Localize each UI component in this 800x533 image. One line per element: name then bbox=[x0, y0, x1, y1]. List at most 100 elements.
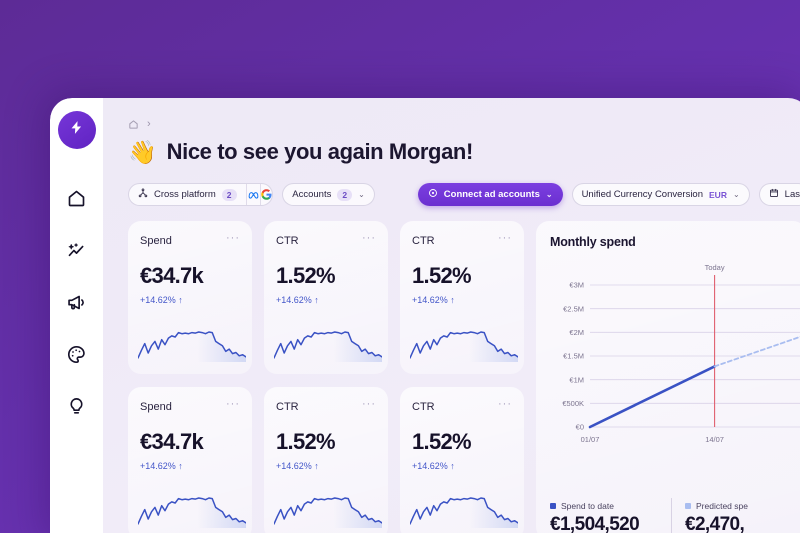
platform-selector: Cross platform 2 bbox=[128, 183, 274, 206]
metric-card[interactable]: Spend ··· €34.7k +14.62% ↑ bbox=[128, 387, 252, 533]
breadcrumb: › bbox=[128, 98, 800, 130]
home-icon bbox=[66, 188, 87, 209]
metric-card[interactable]: CTR ··· 1.52% +14.62% ↑ bbox=[264, 221, 388, 374]
metric-cards: Spend ··· €34.7k +14.62% ↑ CTR ··· 1.52% bbox=[128, 221, 524, 533]
metric-value: 1.52% bbox=[412, 429, 472, 454]
metric-card[interactable]: CTR ··· 1.52% +14.62% ↑ bbox=[264, 387, 388, 533]
svg-text:€500K: €500K bbox=[562, 399, 584, 408]
sidebar-nav bbox=[50, 185, 103, 419]
date-range-label: Las bbox=[784, 189, 800, 200]
accounts-count: 2 bbox=[337, 188, 353, 201]
legend-item-spend-to-date: Spend to date €1,504,520 bbox=[536, 496, 671, 533]
sidebar-item-creative[interactable] bbox=[62, 341, 92, 367]
metric-delta: +14.62% ↑ bbox=[412, 461, 455, 471]
platform-button-meta[interactable] bbox=[245, 184, 260, 205]
legend-label-row: Predicted spe bbox=[685, 501, 800, 511]
sidebar-item-insights[interactable] bbox=[62, 237, 92, 263]
metric-delta: +14.62% ↑ bbox=[276, 295, 319, 305]
metric-delta: +14.62% ↑ bbox=[140, 461, 183, 471]
sidebar-item-campaigns[interactable] bbox=[62, 289, 92, 315]
metric-title: CTR bbox=[412, 401, 435, 413]
metric-value: €34.7k bbox=[140, 263, 204, 288]
metric-value: 1.52% bbox=[276, 263, 336, 288]
chevron-down-icon: ⌄ bbox=[358, 190, 365, 199]
svg-text:€2M: €2M bbox=[569, 328, 584, 337]
lightbulb-icon bbox=[66, 396, 87, 417]
sparkline-chart bbox=[410, 492, 518, 528]
legend-label-row: Spend to date bbox=[550, 501, 671, 511]
lightning-bolt-icon bbox=[68, 119, 85, 141]
accounts-dropdown[interactable]: Accounts 2 ⌄ bbox=[282, 183, 375, 206]
filter-bar: Cross platform 2 bbox=[128, 183, 800, 206]
legend-color-swatch bbox=[550, 503, 556, 509]
sparkline-chart bbox=[138, 492, 246, 528]
metric-header: CTR ··· bbox=[276, 398, 376, 414]
breadcrumb-separator: › bbox=[147, 117, 151, 130]
accounts-label: Accounts bbox=[292, 189, 332, 200]
svg-text:€1M: €1M bbox=[569, 375, 584, 384]
metric-title: Spend bbox=[140, 401, 172, 413]
network-share-icon bbox=[138, 188, 148, 201]
card-menu-button[interactable]: ··· bbox=[226, 232, 240, 244]
wave-emoji: 👋 bbox=[128, 138, 157, 165]
megaphone-icon bbox=[66, 292, 87, 313]
metric-delta: +14.62% ↑ bbox=[140, 295, 183, 305]
card-menu-button[interactable]: ··· bbox=[498, 232, 512, 244]
sparkline-chart bbox=[410, 326, 518, 362]
date-range-picker[interactable]: Las bbox=[758, 183, 800, 206]
svg-text:€2.5M: €2.5M bbox=[563, 304, 584, 313]
app-window: › 👋 Nice to see you again Morgan! Cross … bbox=[50, 98, 800, 533]
metric-header: CTR ··· bbox=[276, 232, 376, 248]
calendar-icon bbox=[769, 188, 779, 201]
monthly-spend-card: Monthly spend €0 €500K €1M €1.5M €2M €2.5M €3M… bbox=[536, 221, 800, 533]
card-menu-button[interactable]: ··· bbox=[362, 398, 376, 410]
page-title: Nice to see you again Morgan! bbox=[166, 139, 474, 164]
card-menu-button[interactable]: ··· bbox=[498, 398, 512, 410]
metric-value: 1.52% bbox=[276, 429, 336, 454]
svg-text:14/07: 14/07 bbox=[705, 435, 724, 444]
platform-button-google[interactable] bbox=[259, 184, 272, 205]
legend-label: Spend to date bbox=[561, 501, 614, 511]
svg-text:Today: Today bbox=[705, 263, 725, 272]
card-menu-button[interactable]: ··· bbox=[226, 398, 240, 410]
dashboard-grid: Spend ··· €34.7k +14.62% ↑ CTR ··· 1.52% bbox=[128, 221, 800, 533]
metric-title: Spend bbox=[140, 235, 172, 247]
metric-title: CTR bbox=[276, 401, 299, 413]
metric-title: CTR bbox=[276, 235, 299, 247]
svg-text:€3M: €3M bbox=[569, 281, 584, 290]
sidebar-item-home[interactable] bbox=[62, 185, 92, 211]
metric-value: 1.52% bbox=[412, 263, 472, 288]
chevron-down-icon: ⌄ bbox=[545, 190, 553, 199]
app-logo[interactable] bbox=[57, 111, 96, 149]
legend-label: Predicted spe bbox=[696, 501, 748, 511]
metric-card[interactable]: Spend ··· €34.7k +14.62% ↑ bbox=[128, 221, 252, 374]
greeting: 👋 Nice to see you again Morgan! bbox=[128, 139, 800, 165]
svg-text:€1.5M: €1.5M bbox=[563, 352, 584, 361]
metric-card[interactable]: CTR ··· 1.52% +14.62% ↑ bbox=[400, 221, 524, 374]
card-menu-button[interactable]: ··· bbox=[362, 232, 376, 244]
svg-text:€0: €0 bbox=[576, 423, 584, 432]
cross-platform-count: 2 bbox=[221, 188, 237, 201]
currency-conversion-dropdown[interactable]: Unified Currency Conversion EUR ⌄ bbox=[571, 183, 750, 206]
sidebar-item-ideas[interactable] bbox=[62, 393, 92, 419]
connect-ad-accounts-label: Connect ad accounts bbox=[443, 189, 540, 200]
connect-ad-accounts-button[interactable]: Connect ad accounts ⌄ bbox=[417, 183, 563, 206]
sparkle-chart-icon bbox=[66, 240, 87, 261]
cross-platform-label: Cross platform bbox=[154, 189, 216, 200]
plus-circle-icon bbox=[428, 188, 438, 201]
metric-card[interactable]: CTR ··· 1.52% +14.62% ↑ bbox=[400, 387, 524, 533]
chart-title: Monthly spend bbox=[550, 235, 636, 249]
metric-delta: +14.62% ↑ bbox=[276, 461, 319, 471]
metric-header: Spend ··· bbox=[140, 398, 240, 414]
cross-platform-chip[interactable]: Cross platform 2 bbox=[129, 184, 245, 205]
currency-value: EUR bbox=[709, 189, 727, 200]
chevron-down-icon: ⌄ bbox=[732, 190, 740, 199]
sparkline-chart bbox=[274, 492, 382, 528]
sparkline-chart bbox=[274, 326, 382, 362]
metric-header: CTR ··· bbox=[412, 232, 512, 248]
platform-button-snapchat[interactable] bbox=[271, 184, 273, 205]
metric-header: Spend ··· bbox=[140, 232, 240, 248]
metric-value: €34.7k bbox=[140, 429, 204, 454]
home-icon[interactable] bbox=[128, 119, 139, 130]
